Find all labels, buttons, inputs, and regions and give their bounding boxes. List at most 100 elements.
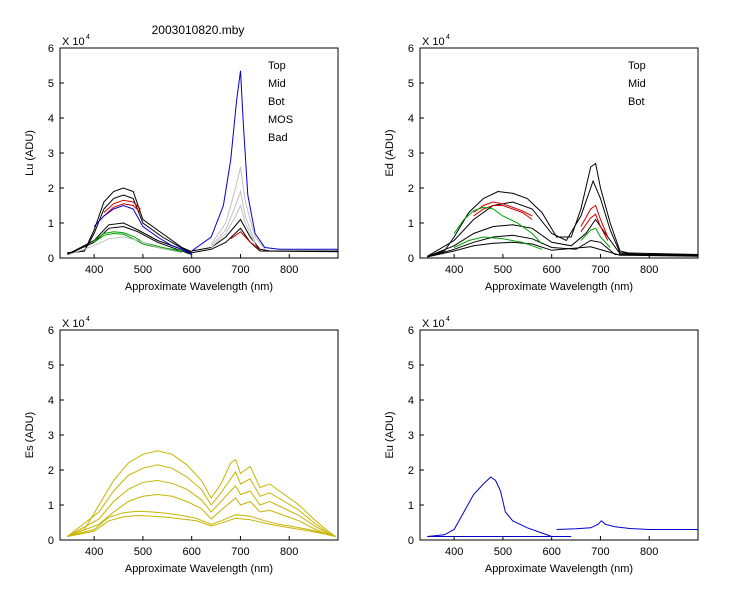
- ed-series-top-line-2: [427, 218, 699, 258]
- es-ytick-label: 6: [48, 325, 54, 337]
- ed-y-multiplier: X 10: [422, 36, 445, 48]
- es-ytick-label: 4: [48, 395, 54, 407]
- lu-ytick-label: 6: [48, 43, 54, 55]
- ed-xtick-label: 400: [445, 264, 463, 276]
- ed-legend-bot: Bot: [628, 96, 645, 108]
- ed-series-top-line-0: [427, 162, 698, 257]
- lu-series-mid-line-1: [103, 203, 141, 217]
- eu-xtick-label: 500: [494, 546, 512, 558]
- es-ytick-label: 5: [48, 360, 54, 372]
- es-series-es-line-3: [67, 493, 336, 537]
- eu-y-exponent: 4: [446, 316, 450, 323]
- lu-series-top-line-0: [67, 187, 192, 254]
- es-xtick-label: 700: [231, 546, 249, 558]
- es-xtick-label: 600: [183, 546, 201, 558]
- lu-series-mid-line-0: [103, 199, 141, 213]
- eu-y-multiplier: X 10: [422, 318, 445, 330]
- es-y-multiplier: X 10: [62, 318, 85, 330]
- lu-ytick-label: 4: [48, 113, 54, 125]
- es-ytick-label: 1: [48, 500, 54, 512]
- eu-ytick-label: 5: [408, 360, 414, 372]
- lu-series-bot-line-0: [93, 231, 182, 252]
- ed-ytick-label: 4: [408, 113, 414, 125]
- lu-xtick-label: 400: [85, 264, 103, 276]
- eu-ytick-label: 4: [408, 395, 414, 407]
- lu-legend-bad: Bad: [268, 132, 288, 144]
- lu-series-bad-line-2: [210, 189, 256, 247]
- eu-xlabel: Approximate Wavelength (nm): [485, 563, 633, 575]
- es-plot-area: [59, 329, 339, 541]
- lu-xtick-label: 600: [183, 264, 201, 276]
- es-series-es-line-1: [66, 464, 336, 537]
- ed-series-top-line-1: [427, 179, 699, 257]
- lu-xtick-label: 500: [134, 264, 152, 276]
- ed-series-top-line-3: [427, 234, 699, 258]
- lu-legend-bot: Bot: [268, 96, 285, 108]
- es-ylabel: Es (ADU): [24, 412, 36, 458]
- es-series-es-line-2: [67, 479, 336, 537]
- ed-xlabel: Approximate Wavelength (nm): [485, 281, 633, 293]
- lu-series-bad-line-1: [210, 166, 266, 250]
- ed-series-mid-line-1: [473, 205, 533, 220]
- ed-legend-mid: Mid: [628, 78, 646, 90]
- lu-series-top-line-1: [67, 194, 192, 254]
- lu-series-top-line-5: [191, 227, 339, 254]
- ed-series-top-line-4: [427, 241, 699, 258]
- lu-y-exponent: 4: [86, 34, 90, 41]
- lu-series-mos-line-0: [93, 204, 192, 255]
- ed-ytick-label: 3: [408, 148, 414, 160]
- ed-plot-area: [419, 47, 699, 259]
- ed-xtick-label: 800: [640, 264, 658, 276]
- ed-series-mid-line-2: [580, 204, 609, 238]
- lu-xtick-label: 800: [280, 264, 298, 276]
- lu-plot-area: [59, 47, 339, 259]
- ed-xtick-label: 700: [591, 264, 609, 276]
- es-series-es-line-4: [67, 510, 336, 537]
- lu-ytick-label: 1: [48, 218, 54, 230]
- ed-series-mid-line-0: [473, 201, 533, 217]
- ed-y-exponent: 4: [446, 34, 450, 41]
- ed-series-mid-line-3: [580, 213, 609, 241]
- es-series-es-line-0: [67, 450, 336, 537]
- eu-xtick-label: 400: [445, 546, 463, 558]
- lu-ytick-label: 3: [48, 148, 54, 160]
- lu-series-bad-line-0: [67, 236, 183, 256]
- eu-ytick-label: 1: [408, 500, 414, 512]
- es-xtick-label: 800: [280, 546, 298, 558]
- es-xtick-label: 500: [134, 546, 152, 558]
- ed-xtick-label: 600: [543, 264, 561, 276]
- eu-series-eu-line-0: [427, 476, 552, 537]
- ed-ytick-label: 2: [408, 183, 414, 195]
- lu-xlabel: Approximate Wavelength (nm): [125, 281, 273, 293]
- figure-title: 2003010820.mby: [152, 23, 245, 37]
- eu-series-eu-line-2: [556, 520, 698, 530]
- eu-ytick-label: 3: [408, 430, 414, 442]
- ed-ytick-label: 6: [408, 43, 414, 55]
- lu-y-multiplier: X 10: [62, 36, 85, 48]
- lu-ytick-label: 5: [48, 78, 54, 90]
- ed-xtick-label: 500: [494, 264, 512, 276]
- ed-legend-top: Top: [628, 60, 646, 72]
- eu-xtick-label: 800: [640, 546, 658, 558]
- lu-legend-top: Top: [268, 60, 286, 72]
- eu-xtick-label: 700: [591, 546, 609, 558]
- ed-series-bot-line-1: [453, 236, 543, 250]
- es-series-es-line-5: [67, 514, 336, 537]
- eu-plot-area: [419, 329, 699, 541]
- eu-xtick-label: 600: [543, 546, 561, 558]
- lu-series-mos-line-1: [191, 70, 338, 252]
- ed-ytick-label: 5: [408, 78, 414, 90]
- eu-ytick-label: 2: [408, 465, 414, 477]
- eu-ytick-label: 0: [408, 535, 414, 547]
- ed-ylabel: Ed (ADU): [384, 129, 396, 176]
- lu-series-bad-line-3: [210, 204, 256, 248]
- es-xtick-label: 400: [85, 546, 103, 558]
- ed-ytick-label: 1: [408, 218, 414, 230]
- lu-series-mid-line-2: [230, 231, 261, 250]
